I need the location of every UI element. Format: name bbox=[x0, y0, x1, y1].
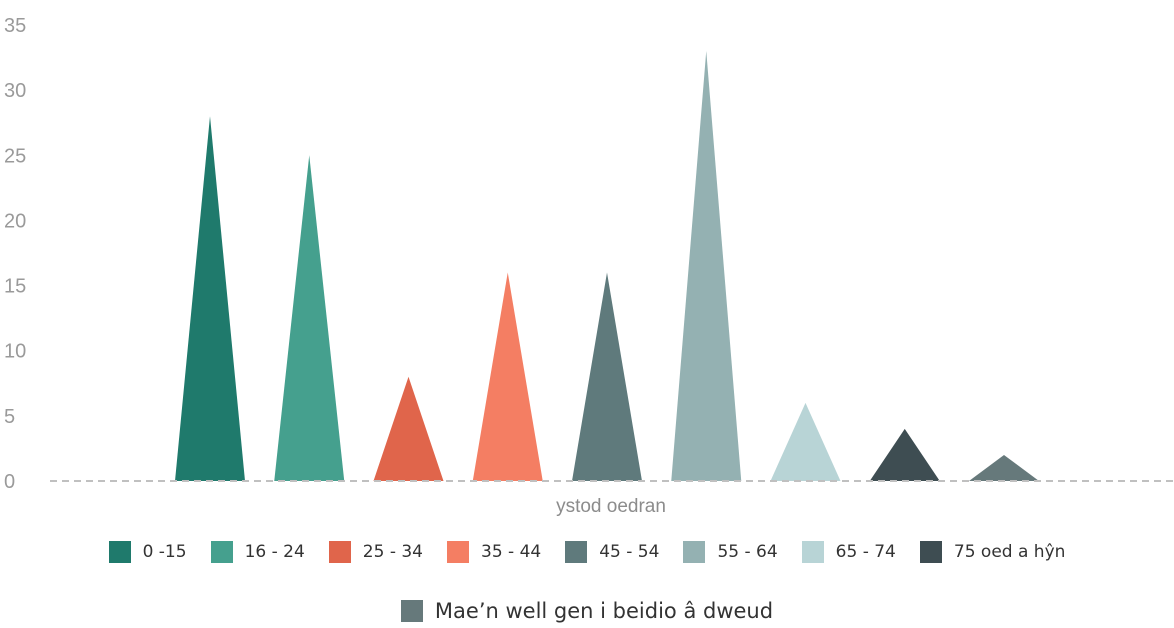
legend-swatch bbox=[919, 541, 942, 563]
bar bbox=[869, 428, 940, 481]
legend-swatch bbox=[400, 600, 423, 622]
legend-item: 55 - 64 bbox=[683, 541, 778, 563]
legend-swatch bbox=[210, 541, 233, 563]
legend-item: 75 oed a hŷn bbox=[919, 541, 1066, 563]
bar bbox=[770, 402, 841, 481]
y-tick-label: 15 bbox=[4, 276, 26, 298]
legend-swatch bbox=[447, 541, 470, 563]
legend-item: Mae’n well gen i beidio â dweud bbox=[400, 599, 774, 623]
legend-row-1: 0 -15 16 - 24 25 - 34 35 - 44 45 - 54 55 - 64… bbox=[0, 538, 1174, 566]
legend-item: 45 - 54 bbox=[565, 541, 659, 563]
legend-label: 65 - 74 bbox=[835, 542, 896, 562]
legend-item: 25 - 34 bbox=[328, 541, 424, 563]
legend-label: 35 - 44 bbox=[481, 542, 542, 562]
legend-label: 45 - 54 bbox=[599, 542, 660, 562]
legend-swatch bbox=[565, 541, 588, 563]
y-tick-label: 25 bbox=[4, 145, 26, 167]
legend-label: 16 - 24 bbox=[244, 542, 305, 562]
y-tick-label: 30 bbox=[4, 80, 26, 102]
legend-swatch bbox=[328, 541, 351, 563]
y-axis: 0 5 10 15 20 25 30 35 bbox=[4, 15, 26, 493]
y-tick-label: 10 bbox=[4, 341, 26, 363]
legend-swatch bbox=[683, 541, 706, 563]
legend-item: 35 - 44 bbox=[447, 541, 541, 563]
bars bbox=[175, 51, 1039, 482]
legend-item: 0 -15 bbox=[108, 541, 187, 563]
y-tick-label: 5 bbox=[4, 406, 15, 428]
bar bbox=[671, 51, 742, 482]
legend-label: Mae’n well gen i beidio â dweud bbox=[434, 599, 774, 623]
bar bbox=[472, 272, 543, 481]
legend-row-2: Mae’n well gen i beidio â dweud bbox=[0, 596, 1174, 626]
y-tick-label: 20 bbox=[4, 210, 26, 232]
x-axis-label: ystod oedran bbox=[556, 496, 666, 517]
bar bbox=[175, 116, 245, 481]
bar bbox=[373, 376, 444, 481]
legend-label: 25 - 34 bbox=[362, 542, 424, 562]
bar bbox=[572, 272, 642, 481]
legend-item: 16 - 24 bbox=[210, 541, 305, 563]
legend-swatch bbox=[801, 541, 824, 563]
bar bbox=[274, 155, 345, 482]
legend-label: 75 oed a hŷn bbox=[953, 542, 1066, 562]
legend-label: 0 -15 bbox=[142, 542, 187, 562]
y-tick-label: 0 bbox=[4, 471, 15, 493]
y-tick-label: 35 bbox=[4, 15, 26, 37]
legend-item: 65 - 74 bbox=[801, 541, 896, 563]
bar bbox=[969, 454, 1039, 481]
legend-swatch bbox=[108, 541, 131, 563]
legend-label: 55 - 64 bbox=[717, 542, 778, 562]
